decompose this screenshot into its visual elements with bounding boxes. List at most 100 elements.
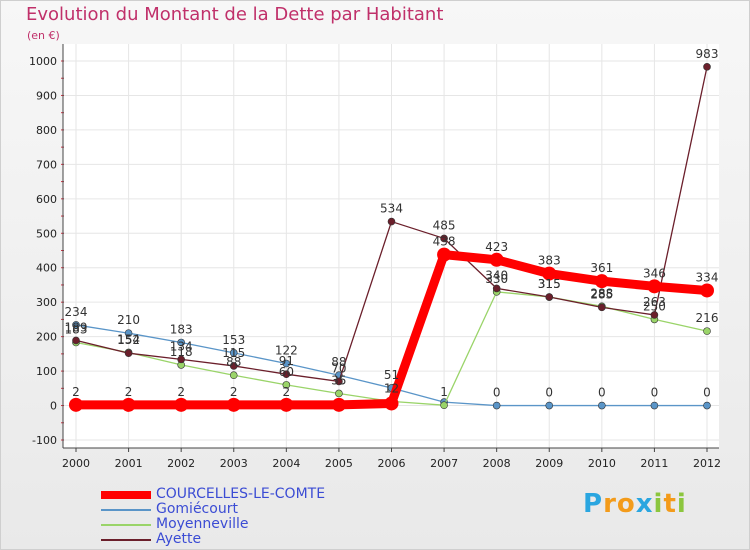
data-point-ayette bbox=[72, 336, 80, 345]
data-point-moyenneville bbox=[229, 371, 238, 380]
data-label-courcelles-le-comte: 2 bbox=[283, 385, 291, 399]
legend-label: Gomiécourt bbox=[156, 501, 238, 517]
x-tick-label: 2010 bbox=[588, 457, 616, 470]
data-point-courcelles-le-comte bbox=[331, 397, 346, 412]
data-point-courcelles-le-comte bbox=[226, 397, 241, 412]
y-tick-label: -100 bbox=[32, 434, 57, 447]
data-label-moyenneville: 183 bbox=[65, 322, 88, 336]
data-point-ayette bbox=[177, 355, 185, 364]
y-tick-label: 700 bbox=[36, 158, 57, 171]
data-label-ayette: 263 bbox=[643, 295, 666, 309]
logo-letter: r bbox=[603, 489, 617, 519]
x-tick-label: 2011 bbox=[640, 457, 668, 470]
data-point-courcelles-le-comte bbox=[437, 247, 452, 262]
data-label-moyenneville: 154 bbox=[117, 332, 140, 346]
logo-letter: x bbox=[635, 489, 654, 519]
x-tick-label: 2006 bbox=[378, 457, 406, 470]
data-point-courcelles-le-comte bbox=[279, 397, 294, 412]
data-label-moyenneville: 315 bbox=[538, 277, 561, 291]
data-point-courcelles-le-comte bbox=[594, 274, 609, 289]
data-label-moyenneville: 250 bbox=[643, 299, 666, 313]
data-point-ayette bbox=[229, 362, 238, 370]
data-label-gomi-court: 0 bbox=[651, 386, 659, 400]
data-label-moyenneville: 88 bbox=[226, 355, 241, 369]
data-label-ayette: 134 bbox=[170, 339, 193, 353]
data-label-gomi-court: 122 bbox=[275, 344, 298, 358]
data-point-courcelles-le-comte bbox=[69, 397, 83, 412]
data-point-ayette bbox=[492, 284, 501, 293]
data-label-courcelles-le-comte: 2 bbox=[177, 385, 185, 399]
data-label-courcelles-le-comte: 361 bbox=[590, 261, 613, 275]
x-tick-label: 2002 bbox=[167, 457, 195, 470]
legend-label: Moyenneville bbox=[156, 516, 249, 532]
data-point-moyenneville bbox=[282, 381, 291, 389]
data-point-courcelles-le-comte bbox=[700, 283, 714, 298]
data-point-ayette bbox=[545, 293, 554, 301]
logo-letter: o bbox=[616, 489, 636, 519]
y-tick-label: 400 bbox=[36, 262, 57, 275]
data-label-gomi-court: 51 bbox=[384, 368, 399, 382]
data-label-gomi-court: 0 bbox=[703, 386, 711, 400]
y-tick-label: 100 bbox=[36, 365, 57, 378]
data-label-ayette: 115 bbox=[222, 346, 245, 360]
data-label-gomi-court: 153 bbox=[222, 333, 245, 347]
data-label-courcelles-le-comte: 2 bbox=[230, 385, 238, 399]
x-tick-label: 2008 bbox=[483, 457, 511, 470]
x-tick-label: 2005 bbox=[325, 457, 353, 470]
data-label-ayette: 983 bbox=[696, 47, 719, 61]
data-label-ayette: 189 bbox=[65, 320, 88, 334]
data-label-courcelles-le-comte: 346 bbox=[643, 266, 666, 280]
data-label-courcelles-le-comte: 334 bbox=[696, 270, 719, 284]
data-point-courcelles-le-comte bbox=[174, 397, 189, 412]
data-label-ayette: 315 bbox=[538, 277, 561, 291]
data-label-courcelles-le-comte: 2 bbox=[125, 385, 133, 399]
logo-letter: i bbox=[653, 489, 664, 519]
data-point-gomi-court bbox=[492, 401, 501, 410]
proxiti-logo: Proxiti bbox=[583, 489, 687, 519]
x-tick-label: 2001 bbox=[115, 457, 143, 470]
data-point-gomi-court bbox=[650, 401, 659, 410]
data-point-courcelles-le-comte bbox=[647, 279, 662, 294]
data-label-moyenneville: 330 bbox=[485, 272, 508, 286]
data-point-gomi-court bbox=[598, 401, 606, 410]
data-label-ayette: 152 bbox=[117, 333, 140, 347]
data-label-ayette: 485 bbox=[433, 218, 456, 232]
data-point-ayette bbox=[440, 234, 448, 243]
data-label-gomi-court: 234 bbox=[65, 305, 88, 319]
data-label-ayette: 340 bbox=[485, 268, 508, 282]
y-tick-label: 300 bbox=[36, 296, 57, 309]
x-tick-label: 2000 bbox=[62, 457, 90, 470]
x-tick-label: 2009 bbox=[535, 457, 563, 470]
legend-label: Ayette bbox=[156, 531, 202, 547]
logo-letter: i bbox=[676, 489, 687, 519]
data-label-gomi-court: 210 bbox=[117, 313, 140, 327]
data-point-gomi-court bbox=[229, 349, 238, 357]
data-point-gomi-court bbox=[124, 329, 133, 337]
y-tick-label: 200 bbox=[36, 331, 57, 344]
data-label-courcelles-le-comte: 423 bbox=[485, 240, 508, 254]
x-tick-label: 2003 bbox=[220, 457, 248, 470]
x-tick-label: 2004 bbox=[272, 457, 300, 470]
data-point-moyenneville bbox=[335, 389, 343, 398]
data-point-ayette bbox=[598, 303, 606, 312]
data-label-moyenneville: 288 bbox=[590, 286, 613, 300]
data-label-courcelles-le-comte: 438 bbox=[433, 235, 456, 249]
data-point-ayette bbox=[124, 349, 133, 357]
legend-swatch bbox=[101, 539, 151, 541]
data-point-ayette bbox=[335, 377, 343, 386]
unit-label: (en €) bbox=[27, 29, 60, 42]
logo-letter: t bbox=[663, 489, 677, 519]
legend-swatch bbox=[101, 524, 151, 526]
data-label-courcelles-le-comte: 383 bbox=[538, 254, 561, 268]
data-point-courcelles-le-comte bbox=[121, 397, 136, 412]
data-label-gomi-court: 0 bbox=[598, 386, 606, 400]
data-point-courcelles-le-comte bbox=[489, 252, 504, 267]
data-label-moyenneville: 35 bbox=[331, 373, 346, 387]
legend-swatch bbox=[101, 491, 151, 499]
data-label-ayette: 91 bbox=[279, 354, 294, 368]
legend-label: COURCELLES-LE-COMTE bbox=[156, 486, 326, 502]
legend-swatch bbox=[101, 509, 151, 511]
data-point-ayette bbox=[703, 63, 711, 71]
data-point-gomi-court bbox=[282, 359, 291, 368]
